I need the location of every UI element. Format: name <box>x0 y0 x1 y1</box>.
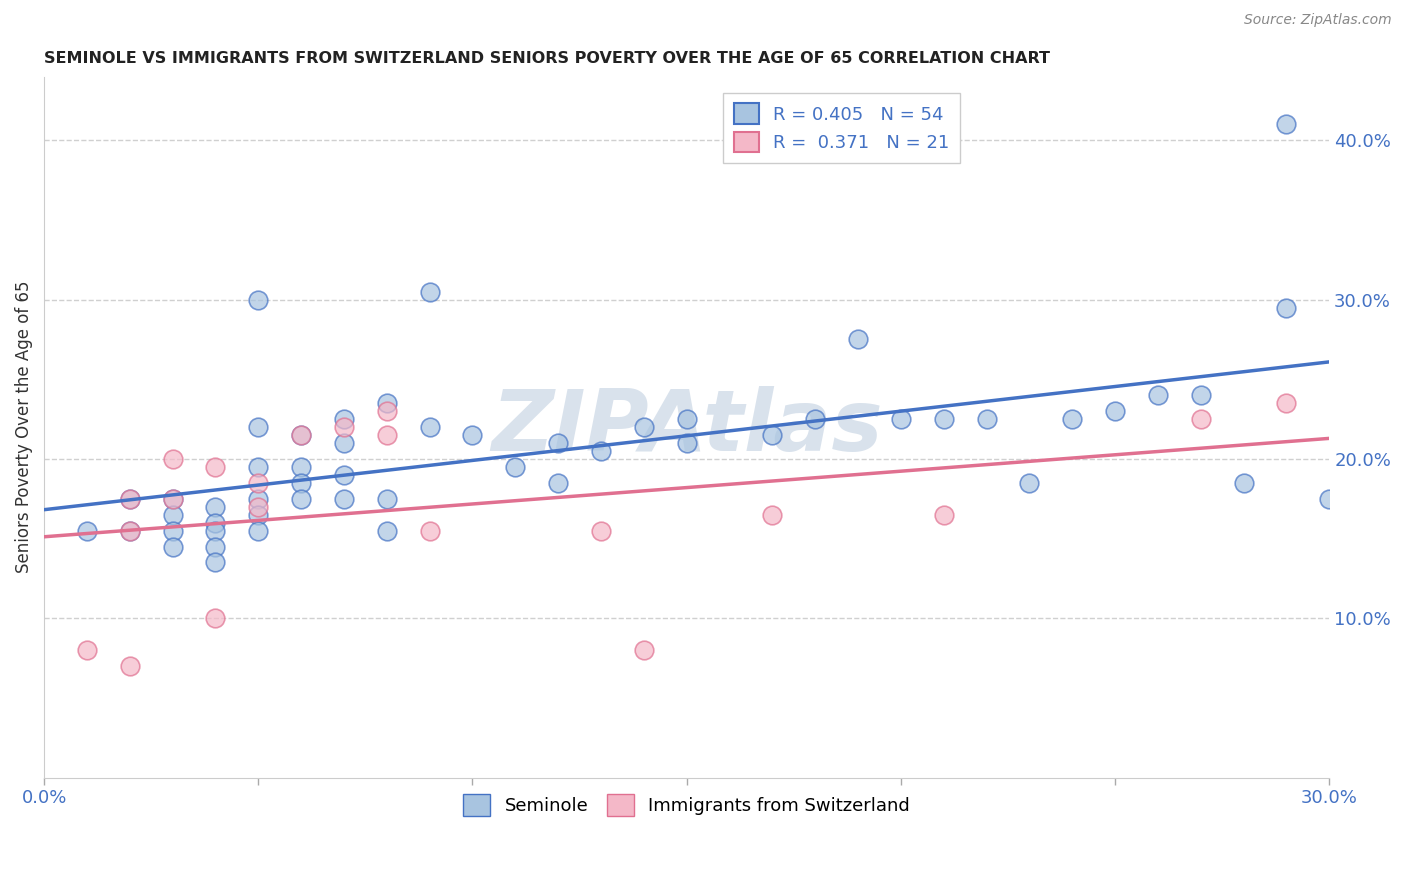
Text: Source: ZipAtlas.com: Source: ZipAtlas.com <box>1244 13 1392 28</box>
Point <box>846 333 869 347</box>
Point <box>290 459 312 474</box>
Point <box>932 412 955 426</box>
Point <box>804 412 827 426</box>
Point <box>333 420 356 434</box>
Point <box>547 436 569 450</box>
Point <box>204 500 226 514</box>
Point <box>247 524 270 538</box>
Text: ZIPAtlas: ZIPAtlas <box>491 385 883 468</box>
Point <box>204 459 226 474</box>
Point <box>505 459 527 474</box>
Point <box>118 524 141 538</box>
Point <box>1189 412 1212 426</box>
Point <box>1062 412 1084 426</box>
Point <box>162 451 184 466</box>
Point <box>1275 396 1298 410</box>
Point <box>675 436 697 450</box>
Point <box>118 524 141 538</box>
Point <box>461 428 484 442</box>
Point <box>162 524 184 538</box>
Point <box>589 444 612 458</box>
Point <box>1232 475 1254 490</box>
Point <box>419 420 441 434</box>
Point <box>290 428 312 442</box>
Point <box>162 491 184 506</box>
Point <box>375 404 398 418</box>
Point <box>589 524 612 538</box>
Point <box>204 524 226 538</box>
Point <box>118 491 141 506</box>
Point <box>247 459 270 474</box>
Point <box>247 293 270 307</box>
Point <box>162 540 184 554</box>
Point <box>290 475 312 490</box>
Point <box>1018 475 1040 490</box>
Point <box>633 420 655 434</box>
Point <box>247 420 270 434</box>
Point <box>976 412 998 426</box>
Point <box>761 428 783 442</box>
Point <box>419 524 441 538</box>
Point <box>375 524 398 538</box>
Point <box>247 475 270 490</box>
Point <box>675 412 697 426</box>
Point <box>890 412 912 426</box>
Point <box>204 540 226 554</box>
Text: SEMINOLE VS IMMIGRANTS FROM SWITZERLAND SENIORS POVERTY OVER THE AGE OF 65 CORRE: SEMINOLE VS IMMIGRANTS FROM SWITZERLAND … <box>44 51 1050 66</box>
Point <box>375 428 398 442</box>
Point <box>247 491 270 506</box>
Point <box>247 500 270 514</box>
Point <box>761 508 783 522</box>
Legend: Seminole, Immigrants from Switzerland: Seminole, Immigrants from Switzerland <box>454 785 920 824</box>
Point <box>76 643 98 657</box>
Point <box>204 516 226 530</box>
Point <box>118 491 141 506</box>
Point <box>375 491 398 506</box>
Point <box>932 508 955 522</box>
Point <box>1104 404 1126 418</box>
Point <box>333 436 356 450</box>
Point <box>1275 117 1298 131</box>
Point <box>204 556 226 570</box>
Point <box>633 643 655 657</box>
Point <box>290 428 312 442</box>
Point <box>1189 388 1212 402</box>
Point <box>162 508 184 522</box>
Y-axis label: Seniors Poverty Over the Age of 65: Seniors Poverty Over the Age of 65 <box>15 281 32 574</box>
Point <box>247 508 270 522</box>
Point <box>76 524 98 538</box>
Point <box>118 659 141 673</box>
Point <box>290 491 312 506</box>
Point <box>1317 491 1340 506</box>
Point <box>1147 388 1170 402</box>
Point <box>333 491 356 506</box>
Point <box>162 491 184 506</box>
Point <box>333 467 356 482</box>
Point <box>333 412 356 426</box>
Point <box>204 611 226 625</box>
Point <box>1275 301 1298 315</box>
Point <box>375 396 398 410</box>
Point <box>419 285 441 299</box>
Point <box>547 475 569 490</box>
